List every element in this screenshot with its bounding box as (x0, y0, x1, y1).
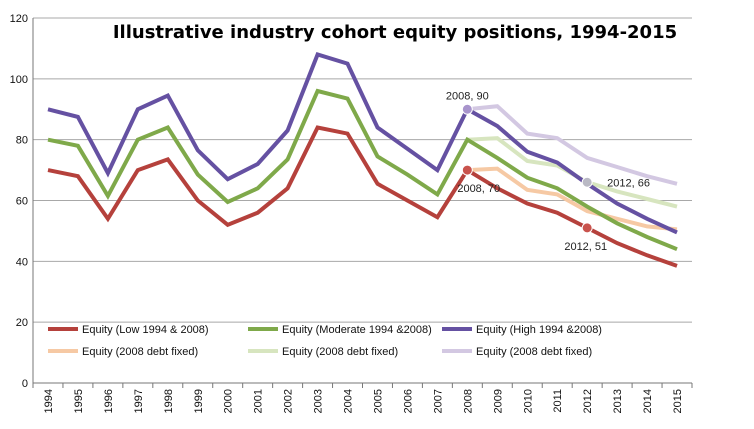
y-tick-label: 40 (16, 256, 28, 268)
legend: Equity (Low 1994 & 2008) Equity (Moderate… (48, 324, 602, 358)
x-tick-label: 2008 (462, 389, 474, 413)
x-tick-label: 2015 (672, 389, 684, 413)
x-tick-label: 2003 (313, 389, 325, 413)
y-tick-label: 20 (16, 317, 28, 329)
x-tick-label: 2014 (642, 389, 654, 413)
x-tick-label: 2005 (372, 389, 384, 413)
x-tick-label: 2009 (492, 389, 504, 413)
x-tick-label: 2013 (612, 389, 624, 413)
y-tick-label: 120 (10, 13, 28, 25)
annotation-label: 2008, 90 (446, 90, 489, 102)
annotations: 2008, 90 2008, 70 2012, 66 2012, 51 (446, 90, 650, 253)
legend-label: Equity (Low 1994 & 2008) (82, 324, 209, 336)
x-tick-label: 2012 (582, 389, 594, 413)
y-tick-label: 80 (16, 135, 28, 147)
x-tick-label: 2000 (223, 389, 235, 413)
x-tick-label: 1997 (133, 389, 145, 413)
annotation-marker (581, 176, 593, 188)
x-tick-label: 2001 (253, 389, 265, 413)
series-line (467, 104, 678, 186)
x-tick-label: 2007 (432, 389, 444, 413)
x-tick-label: 2004 (343, 389, 355, 413)
x-tick-label: 2002 (283, 389, 295, 413)
annotation-label: 2012, 51 (564, 241, 607, 253)
legend-entry: Equity (Moderate 1994 &2008) (248, 324, 432, 336)
legend-entry: Equity (2008 debt fixed) (48, 346, 198, 358)
x-tick-label: 1995 (73, 389, 85, 413)
legend-entry: Equity (2008 debt fixed) (248, 346, 398, 358)
legend-label: Equity (2008 debt fixed) (282, 346, 398, 358)
legend-entry: Equity (Low 1994 & 2008) (48, 324, 209, 336)
x-tick-label: 2011 (552, 389, 564, 413)
y-tick-label: 100 (10, 74, 28, 86)
x-tick-label: 1998 (163, 389, 175, 413)
chart-title: Illustrative industry cohort equity posi… (113, 22, 677, 43)
series-line (467, 166, 678, 232)
series-line (47, 52, 678, 235)
annotation-label: 2012, 66 (607, 177, 650, 189)
x-tick-label: 2010 (522, 389, 534, 413)
legend-label: Equity (2008 debt fixed) (82, 346, 198, 358)
legend-label: Equity (Moderate 1994 &2008) (282, 324, 432, 336)
legend-entry: Equity (2008 debt fixed) (442, 346, 592, 358)
y-tick-label: 0 (22, 378, 28, 390)
legend-label: Equity (2008 debt fixed) (476, 346, 592, 358)
series-group (47, 52, 678, 268)
annotation-label: 2008, 70 (457, 183, 500, 195)
x-tick-label: 1996 (103, 389, 115, 413)
series-line (47, 88, 678, 252)
x-tick-label: 1994 (43, 389, 55, 413)
axes: 0 20 40 60 80 100 120 1994 1995 1996 1997 1998 1999 2… (10, 13, 693, 413)
annotation-marker (461, 103, 473, 115)
x-tick-label: 2006 (402, 389, 414, 413)
series-line (47, 125, 678, 268)
legend-entry: Equity (High 1994 &2008) (442, 324, 602, 336)
annotation-marker (581, 222, 593, 234)
x-tick-label: 1999 (193, 389, 205, 413)
y-tick-label: 60 (16, 196, 28, 208)
legend-label: Equity (High 1994 &2008) (476, 324, 602, 336)
annotation-marker (461, 164, 473, 176)
